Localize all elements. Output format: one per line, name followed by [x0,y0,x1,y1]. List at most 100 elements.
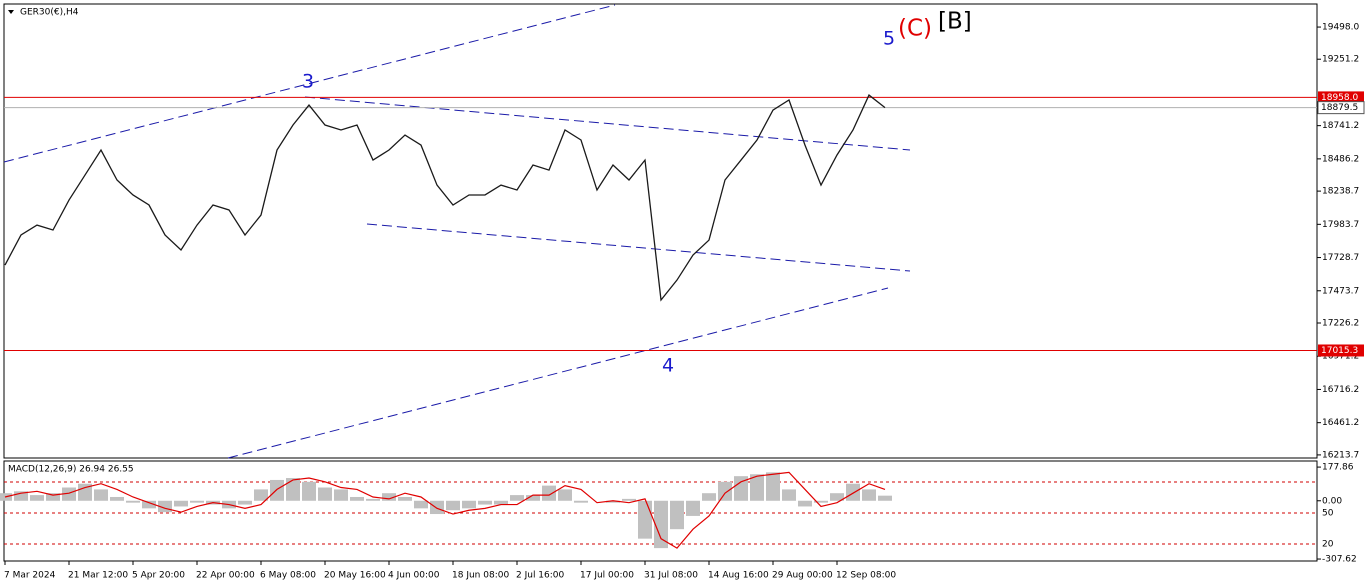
macd-bar [686,500,700,516]
macd-bar [462,500,476,509]
macd-bar [142,500,156,509]
macd-bar [494,500,508,505]
x-tick-label: 2 Jul 16:00 [516,571,565,581]
macd-bar [78,483,92,501]
x-tick-label: 4 Jun 00:00 [388,571,440,581]
y-tick-label: 19251.2 [1322,55,1359,65]
macd-bar [782,489,796,501]
y-tick-label: 17983.7 [1322,220,1359,230]
macd-bar [158,500,172,513]
y-tick-label: 16716.2 [1322,385,1359,395]
y-tick-label: 16213.7 [1322,450,1359,460]
macd-bar [126,500,140,503]
macd-bar [606,500,620,503]
y-tick-label: 19498.0 [1322,23,1359,33]
macd-bar [398,496,412,501]
wave-label: 3 [302,71,314,93]
price-tag [1318,91,1364,104]
macd-bar [542,485,556,501]
y-tick-label: 16461.2 [1322,418,1359,428]
macd-bar [382,493,396,501]
macd-bar [30,495,44,501]
macd-bar [734,476,748,501]
macd-bar [110,496,124,501]
macd-bar [702,493,716,501]
y-tick-label: 18238.7 [1322,187,1359,197]
wave-label: 4 [662,355,674,377]
current-label: 18879.5 [1321,103,1358,113]
macd-bar [814,500,828,503]
macd-bar [798,500,812,507]
macd-bar [526,495,540,501]
x-tick-label: 14 Aug 16:00 [708,571,769,581]
macd-bar [638,500,652,539]
macd-bar [286,478,300,501]
macd-bar [318,487,332,501]
macd-bar [862,489,876,501]
macd-bar [14,491,28,501]
macd-bar [846,483,860,501]
macd-bar [878,495,892,501]
macd-bar [190,500,204,503]
y-tick-label: 16971.2 [1322,352,1359,362]
macd-bar [238,500,252,505]
macd-bar [558,489,572,501]
macd-bar [254,489,268,501]
macd-bar [654,500,668,549]
wave-label: (C) [898,16,932,42]
macd-bar [766,472,780,501]
macd-bar [750,474,764,501]
macd-bar [302,481,316,501]
macd-bar [574,500,588,503]
x-tick-label: 29 Aug 00:00 [772,571,833,581]
y-tick-label: 18486.2 [1322,154,1359,164]
macd-bar [270,479,284,501]
macd-bar [414,500,428,509]
macd-bar [622,498,636,501]
macd-bar [62,487,76,501]
symbol-arrow [8,10,14,14]
x-tick-label: 6 May 08:00 [260,571,316,581]
wave-label: 5 [883,28,895,50]
price-tag-label: 17015.3 [1321,346,1358,356]
macd-bar [366,498,380,501]
y-tick-label: 17728.7 [1322,253,1359,263]
current-tag [1317,101,1365,115]
price-line [4,94,886,302]
y-tick-label: 18741.2 [1322,121,1359,131]
macd-bar [446,500,460,511]
macd-bar [94,489,108,501]
macd-bar [718,481,732,501]
y-tick-label: 17226.2 [1322,319,1359,329]
y-tick-label: 0.00 [1322,496,1342,506]
macd-bar [510,495,524,501]
level-label: 50 [1322,509,1334,519]
macd-title: MACD(12,26,9) 26.94 26.55 [8,465,134,475]
x-tick-label: 21 Mar 12:00 [68,571,128,581]
x-tick-label: 5 Apr 20:00 [132,571,185,581]
y-tick-label: -307.62 [1322,555,1357,565]
x-tick-label: 22 Apr 00:00 [196,571,255,581]
macd-bar [830,493,844,501]
y-tick-label: 177.86 [1322,463,1354,473]
price-tag-label: 18958.0 [1321,93,1358,103]
macd-bar [430,500,444,515]
macd-bar [46,493,60,501]
macd-signal [4,471,886,549]
symbol: GER30(€),H4 [20,8,79,18]
macd-bar [174,500,188,507]
y-tick-label: 17473.7 [1322,286,1359,296]
x-tick-label: 18 Jun 08:00 [452,571,509,581]
trendlines [3,4,911,459]
wave-label: [B] [938,9,972,35]
x-tick-label: 12 Sep 08:00 [836,571,896,581]
x-tick-label: 20 May 16:00 [324,571,386,581]
macd-bar [350,496,364,501]
x-tick-label: 31 Jul 08:00 [644,571,698,581]
level-label: 20 [1322,540,1334,550]
price-tag [1318,344,1364,357]
price-panel [3,3,1318,459]
x-tick-label: 17 Jul 00:00 [580,571,634,581]
macd-bar [478,500,492,505]
